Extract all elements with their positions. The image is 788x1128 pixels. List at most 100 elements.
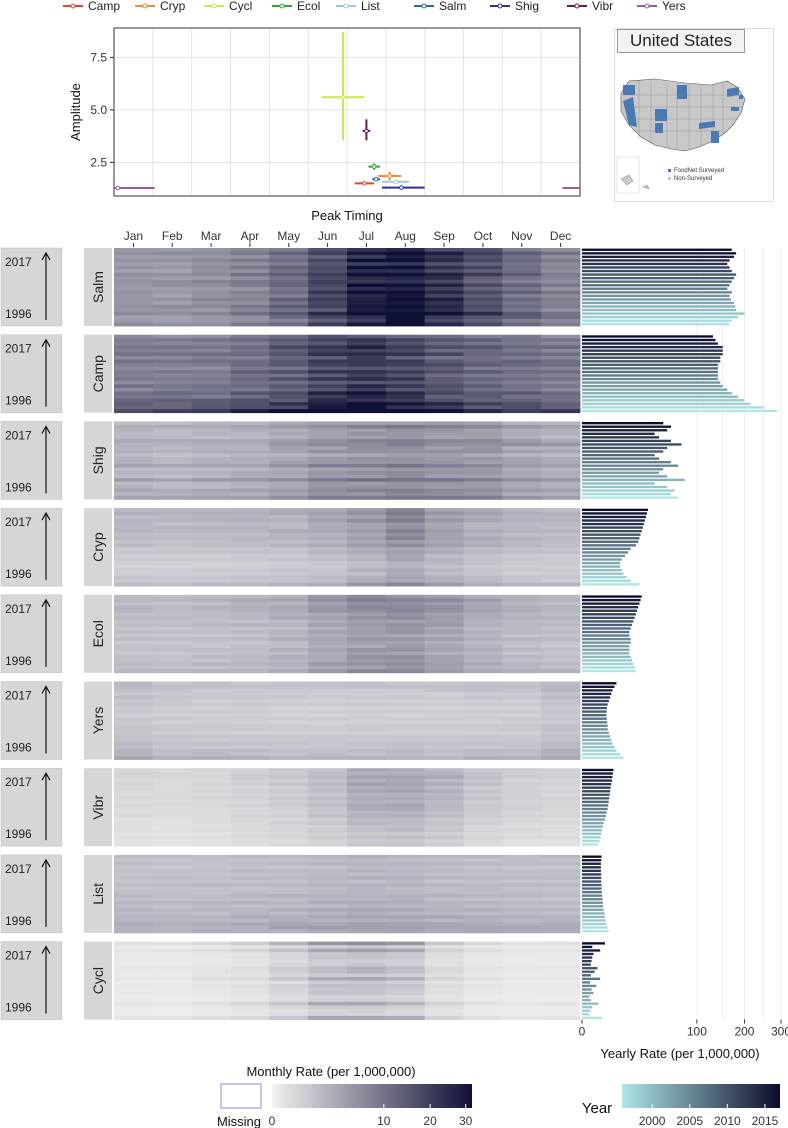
heatmap-cell — [230, 515, 270, 520]
heatmap-cell — [191, 547, 231, 552]
yearly-bar — [582, 959, 592, 963]
heatmap-cell — [269, 980, 309, 985]
heatmap-cell — [152, 655, 193, 660]
heatmap-cell — [308, 619, 348, 624]
heatmap-cell — [541, 752, 581, 757]
heatmap-cell — [541, 608, 581, 613]
heatmap-cell — [385, 623, 426, 628]
heatmap-cell — [152, 449, 193, 454]
heatmap-cell — [541, 248, 581, 252]
heatmap-cell — [463, 424, 503, 429]
heatmap-cell — [424, 460, 464, 465]
heatmap-cell — [269, 662, 309, 667]
heatmap-cell — [424, 518, 464, 523]
heatmap-cell — [463, 279, 503, 284]
yearly-bar — [582, 262, 728, 266]
monthly-rate-colorbar: Monthly Rate (per 1,000,000)Missing 0 10 20… — [217, 1064, 473, 1128]
heatmap-cell — [502, 655, 542, 660]
point-ecol — [371, 164, 377, 169]
heatmap-cell — [502, 276, 542, 281]
heatmap-cell — [191, 865, 231, 870]
heatmap-cell — [191, 655, 231, 660]
heatmap-cell — [347, 640, 387, 645]
heatmap-cell — [463, 290, 503, 295]
bar-x-tick-label: 300 — [771, 1025, 788, 1039]
heatmap-cell — [424, 977, 464, 981]
heatmap-cell — [502, 384, 542, 389]
heatmap-cell — [463, 998, 503, 1003]
heatmap-cell — [269, 886, 309, 891]
heatmap-cell — [424, 301, 464, 306]
heatmap-cell — [230, 955, 270, 960]
heatmap-cell — [269, 283, 309, 288]
heatmap-cell — [308, 716, 348, 721]
heatmap-cell — [541, 348, 581, 353]
heatmap-cell — [541, 564, 581, 569]
heatmap-cell — [152, 948, 193, 953]
heatmap-cell — [541, 341, 581, 346]
heatmap-cell — [424, 945, 464, 950]
heatmap-cell — [541, 839, 581, 844]
heatmap-cell — [191, 681, 231, 686]
heatmap-cell — [502, 626, 542, 631]
heatmap-cell — [191, 394, 231, 399]
yearly-bar — [582, 977, 601, 980]
heatmap-cell — [230, 731, 270, 736]
heatmap-cell — [463, 782, 503, 787]
heatmap-cell — [347, 370, 387, 375]
heatmap-cell — [152, 952, 193, 957]
heatmap-cell — [152, 352, 193, 357]
heatmap-cell — [541, 720, 581, 725]
heatmap-cell — [424, 492, 464, 497]
heatmap-cell — [463, 308, 503, 313]
heatmap-cell — [463, 446, 503, 451]
heatmap-cell — [463, 557, 503, 562]
heatmap-cell — [191, 571, 231, 576]
heatmap-cell — [191, 688, 231, 693]
heatmap-cell — [269, 608, 309, 613]
heatmap-cell — [191, 424, 231, 429]
heatmap-cell — [152, 984, 193, 989]
heatmap-cell — [152, 748, 193, 753]
heatmap-cell — [230, 824, 270, 829]
heatmap-cell — [308, 463, 348, 468]
heatmap-cell — [502, 442, 542, 447]
heatmap-cell — [424, 467, 464, 472]
heatmap-cell — [114, 716, 154, 721]
heatmap-cell — [230, 579, 270, 583]
yearly-bar — [582, 284, 730, 287]
heatmap-cell — [347, 973, 387, 978]
heatmap-cell — [502, 550, 542, 555]
heatmap-cell — [308, 796, 348, 801]
bar-x-axis-title: Yearly Rate (per 1,000,000) — [600, 1046, 759, 1061]
heatmap-cell — [230, 669, 270, 674]
heatmap-cell — [269, 456, 309, 461]
heatmap-cell — [502, 803, 542, 808]
heatmap-cell — [230, 424, 270, 429]
heatmap-cell — [385, 991, 426, 996]
heatmap-cell — [269, 821, 309, 826]
heatmap-cell — [463, 421, 503, 426]
heatmap-cell — [152, 741, 193, 746]
heatmap-cell — [541, 262, 581, 267]
heatmap-cell — [308, 304, 348, 309]
heatmap-cell — [269, 311, 309, 316]
heatmap-cell — [463, 474, 503, 479]
heatmap-cell — [230, 832, 270, 836]
heatmap-cell — [230, 630, 270, 635]
heatmap-cell — [114, 925, 154, 930]
heatmap-cell — [269, 409, 309, 414]
heatmap-cell — [502, 915, 542, 920]
yearly-bar — [582, 464, 679, 467]
heatmap-cell — [114, 547, 154, 552]
heatmap-cell — [541, 890, 581, 895]
heatmap-cell — [152, 547, 193, 552]
heatmap-cell — [385, 647, 426, 652]
heatmap-cell — [347, 991, 387, 996]
heatmap-cell — [424, 355, 464, 360]
heatmap-cell — [502, 662, 542, 667]
state-new-york — [727, 87, 739, 97]
heatmap-cell — [114, 681, 154, 686]
